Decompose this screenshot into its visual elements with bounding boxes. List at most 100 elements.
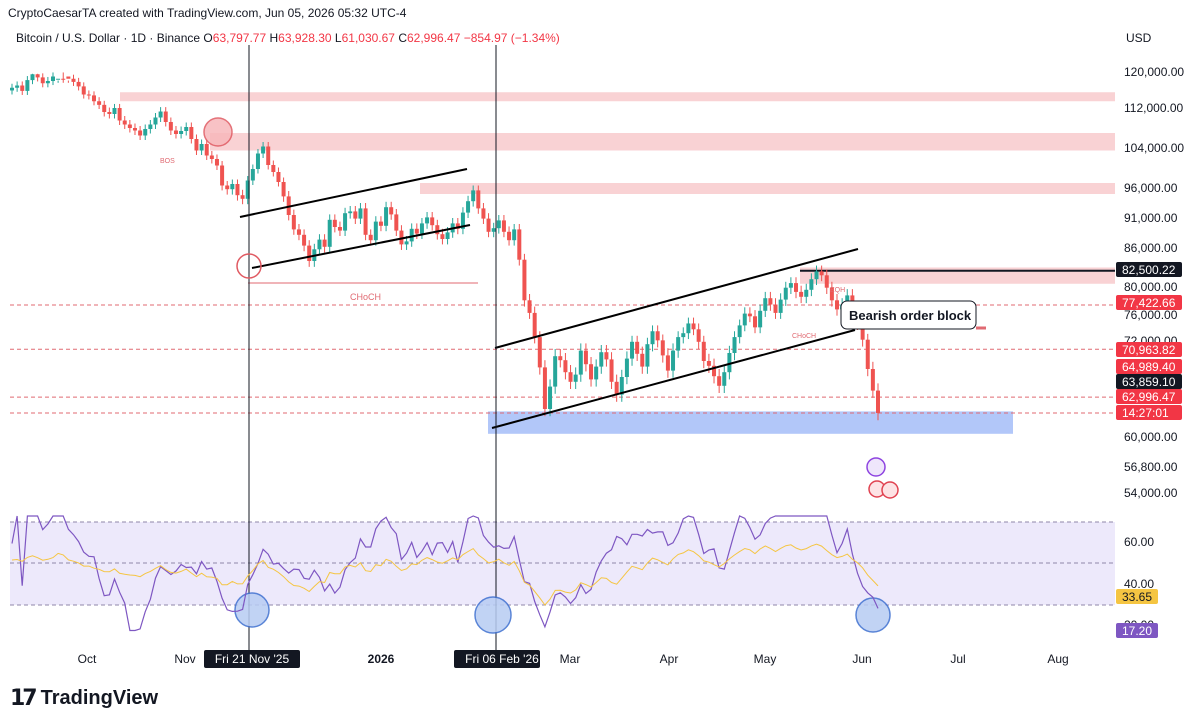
candle	[594, 359, 599, 387]
candle	[681, 327, 686, 344]
candle	[589, 357, 594, 387]
currency-label[interactable]: USD	[1126, 31, 1152, 45]
candle	[471, 185, 476, 207]
price-tick-label: 96,000.00	[1124, 181, 1178, 195]
candle-body	[81, 86, 86, 95]
candle	[686, 317, 691, 340]
candle-body	[173, 130, 178, 134]
candle	[168, 117, 173, 135]
candle	[701, 335, 706, 369]
candle	[373, 216, 378, 246]
candle-body	[317, 239, 322, 250]
candle-body	[363, 208, 368, 235]
candle-body	[829, 287, 834, 301]
candle-body	[158, 111, 163, 118]
candle-body	[91, 95, 96, 102]
candle-body	[681, 333, 686, 338]
price-tag-bg	[1116, 405, 1182, 420]
candle	[548, 379, 553, 417]
candle	[30, 73, 35, 85]
time-highlight-label: Fri 06 Feb '26	[465, 652, 539, 666]
candle	[671, 343, 676, 378]
candle	[435, 219, 440, 240]
candle	[179, 126, 184, 139]
candle-body	[614, 381, 619, 395]
candle	[835, 294, 840, 316]
candle	[199, 139, 204, 155]
candle	[640, 346, 645, 374]
candle	[794, 277, 799, 299]
candle-body	[20, 85, 25, 91]
candle-body	[507, 231, 512, 241]
tradingview-logo[interactable]: 17 TradingView	[10, 686, 158, 711]
candle-body	[86, 94, 91, 96]
candle-body	[460, 212, 465, 229]
candle-body	[589, 364, 594, 380]
candle-body	[553, 356, 558, 387]
candle	[650, 325, 655, 352]
price-tick-label: 60,000.00	[1124, 430, 1178, 444]
price-tag: 64,989.40	[1116, 359, 1182, 374]
time-tick-label: Jun	[852, 652, 871, 666]
candle-body	[384, 207, 389, 226]
candle	[235, 179, 240, 201]
candle	[778, 293, 783, 319]
candle-body	[302, 234, 307, 246]
order-block-label: Bearish order block	[849, 308, 972, 323]
candle-body	[327, 219, 332, 247]
candle-body	[112, 108, 117, 114]
event-flash-icon	[866, 457, 886, 477]
candle-body	[199, 144, 204, 151]
candle-body	[296, 229, 301, 235]
candle-body	[143, 129, 148, 136]
candle-body	[548, 386, 553, 409]
candle-body	[419, 223, 424, 234]
event-flag-icon	[881, 481, 899, 499]
candle	[732, 331, 737, 361]
candle	[384, 201, 389, 232]
open-value: 63,797.77	[212, 31, 267, 45]
candle	[814, 265, 819, 286]
candle	[553, 349, 558, 394]
candle	[425, 212, 430, 229]
candle-body	[184, 127, 189, 131]
candle	[829, 281, 834, 307]
candle	[583, 343, 588, 372]
candle	[245, 176, 250, 205]
candle	[722, 365, 727, 393]
candle	[876, 383, 880, 421]
candle-body	[132, 128, 137, 131]
candle-body	[245, 180, 250, 199]
rsi-tag	[1116, 623, 1158, 638]
candle	[563, 353, 568, 380]
candle-body	[512, 229, 517, 241]
candle	[676, 331, 681, 358]
candle-body	[148, 124, 153, 129]
channel-upper-2	[494, 248, 859, 349]
candle	[655, 325, 660, 348]
price-tag-bg	[1116, 374, 1182, 389]
price-tick-label: 54,000.00	[1124, 486, 1178, 500]
candle	[696, 323, 701, 349]
candle	[363, 203, 368, 241]
candle-body	[558, 356, 563, 361]
candle	[71, 74, 76, 86]
candle	[409, 223, 414, 247]
symbol-legend[interactable]: Bitcoin / U.S. Dollar · 1D · Binance O63…	[16, 31, 560, 45]
low-label: L	[334, 31, 342, 45]
candle	[486, 213, 491, 238]
candle	[712, 358, 717, 384]
candle-body	[630, 341, 635, 359]
candle-body	[194, 139, 199, 151]
candle-body	[71, 78, 76, 82]
candle	[261, 142, 266, 158]
candle-body	[97, 101, 102, 105]
candle	[127, 120, 132, 133]
candle	[865, 333, 870, 377]
candle-body	[517, 229, 522, 260]
choch-label: CHoCH	[350, 292, 381, 302]
candle	[163, 107, 168, 127]
rsi-line	[11, 515, 879, 632]
candle-body	[445, 232, 450, 239]
